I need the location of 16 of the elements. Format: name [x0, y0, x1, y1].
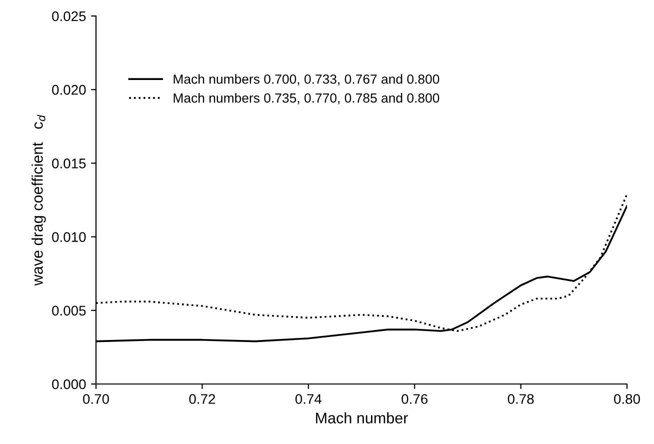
y-tick-label: 0.005: [52, 306, 86, 316]
y-tick-label: 0.025: [52, 11, 86, 22]
x-tick-label: 0.72: [189, 394, 216, 404]
x-tick-label: 0.74: [295, 394, 322, 404]
x-tick-label: 0.78: [508, 394, 534, 404]
x-axis-title: Mach number: [316, 412, 408, 424]
y-tick-label: 0.010: [52, 232, 86, 242]
y-tick-label: 0.000: [52, 379, 86, 390]
legend-label: Mach numbers 0.700, 0.733, 0.767 and 0.800: [174, 74, 440, 86]
legend-label: Mach numbers 0.735, 0.770, 0.785 and 0.800: [174, 93, 440, 104]
y-tick-label: 0.015: [52, 158, 86, 168]
x-tick-label: 0.76: [402, 394, 428, 404]
y-axis-title: wave drag coefficient c$_{d}$: [32, 114, 46, 286]
y-tick-label: 0.020: [52, 84, 86, 95]
x-tick-label: 0.80: [614, 394, 640, 404]
x-tick-label: 0.70: [83, 394, 109, 404]
